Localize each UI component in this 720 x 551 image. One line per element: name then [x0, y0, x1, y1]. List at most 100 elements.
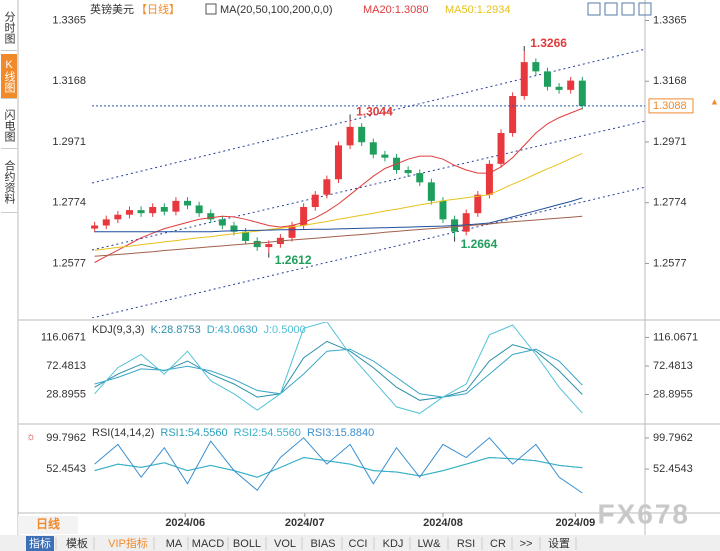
legend-entry: MA20:1.3080	[363, 4, 428, 16]
candle-body	[300, 207, 308, 226]
last-price-tag	[648, 98, 694, 114]
y-tick-label: 52.4543	[46, 463, 86, 475]
plot-area	[94, 437, 583, 494]
candle-body	[369, 142, 377, 155]
candle-body	[311, 194, 319, 208]
indicator-line	[94, 348, 583, 398]
tab[interactable]: LW&	[417, 538, 441, 550]
candle-body	[172, 200, 180, 212]
sidebar-tab[interactable]: 分时图	[1, 4, 17, 51]
candle-body	[543, 71, 551, 87]
candle-body	[404, 170, 412, 174]
y-tick-label: 116.0671	[653, 331, 698, 343]
legend-entry: RSI3:15.8840	[307, 427, 374, 439]
indicator-title: RSI(14,14,2)	[92, 427, 154, 439]
extreme-label: 1.2612	[275, 253, 312, 267]
candle-body	[207, 213, 215, 220]
tab[interactable]: VIP指标	[108, 536, 148, 550]
plot-area	[94, 322, 583, 414]
candle-body	[532, 62, 540, 72]
indicator-line	[94, 437, 583, 494]
y-tick-label: 1.2577	[52, 257, 86, 269]
period-tag[interactable]: 日线	[36, 516, 60, 531]
candle-body	[474, 194, 482, 214]
tab[interactable]: KDJ	[383, 538, 404, 550]
candle-body	[288, 225, 296, 238]
ma-line	[94, 152, 583, 251]
candle-body	[509, 96, 517, 134]
candle-body	[346, 126, 354, 146]
extreme-label: 1.2664	[461, 237, 498, 251]
y-tick-label: 52.4543	[653, 463, 693, 475]
period-label: 【日线】	[136, 2, 180, 16]
y-tick-label: 1.2577	[653, 257, 687, 269]
tab[interactable]: RSI	[457, 538, 475, 550]
legend-entry: MA50:1.2934	[445, 4, 510, 16]
y-tick-label: 116.0671	[41, 331, 86, 343]
rsi-icon[interactable]: ☼	[26, 431, 36, 443]
ma-icon[interactable]	[205, 3, 217, 15]
candle-body	[323, 179, 331, 195]
plot-area	[91, 51, 586, 263]
indicator-title: KDJ(9,3,3)	[92, 324, 145, 336]
extreme-label: 1.3044	[356, 105, 393, 119]
x-tick-label: 2024/06	[165, 517, 205, 529]
candle-body	[439, 200, 447, 220]
candle-body	[381, 154, 389, 158]
y-tick-label: 1.3365	[653, 14, 687, 26]
candle-body	[497, 133, 505, 164]
y-tick-label: 1.2971	[653, 136, 687, 148]
tab[interactable]: CR	[490, 538, 506, 550]
candle-body	[114, 214, 122, 220]
tab[interactable]: CCI	[349, 538, 368, 550]
y-tick-label: 28.8955	[46, 388, 86, 400]
x-tick-label: 2024/07	[285, 517, 325, 529]
tab[interactable]: >>	[520, 538, 533, 550]
watermark: FX678	[598, 498, 691, 529]
candle-body	[125, 210, 133, 215]
tab[interactable]: MA	[166, 538, 183, 550]
tab[interactable]: 设置	[548, 537, 570, 550]
candle-body	[485, 163, 493, 195]
candle-body	[567, 80, 575, 90]
indicator-line	[94, 456, 583, 478]
candle-body	[427, 182, 435, 201]
tab[interactable]: VOL	[274, 538, 296, 550]
candle-body	[265, 244, 273, 248]
sidebar-tab[interactable]: K线图	[1, 54, 17, 99]
toolbar-icons[interactable]	[587, 2, 652, 16]
ma-label: MA(20,50,100,200,0,0)	[220, 4, 333, 16]
legend-entry: K:28.8753	[151, 324, 201, 336]
last-price-label: 1.3088	[653, 100, 687, 112]
tab[interactable]: MACD	[192, 538, 224, 550]
tab[interactable]: BOLL	[233, 538, 261, 550]
sidebar-tab[interactable]: 闪电图	[1, 102, 17, 149]
y-tick-label: 99.7962	[653, 432, 693, 444]
legend-entry: RSI2:54.5560	[234, 427, 301, 439]
indicator-line	[94, 322, 583, 414]
candle-body	[520, 62, 528, 97]
y-tick-label: 1.2774	[653, 197, 687, 209]
tab[interactable]: 模板	[66, 536, 88, 550]
candle-body	[334, 145, 342, 180]
candle-body	[102, 219, 110, 226]
last-price-arrow: ▲	[710, 96, 719, 106]
y-tick-label: 1.3365	[52, 14, 86, 26]
candle-body	[555, 86, 563, 90]
legend-entry: D:43.0630	[207, 324, 258, 336]
tab[interactable]: 指标	[29, 536, 51, 550]
candle-body	[218, 219, 226, 226]
ma-line	[94, 215, 583, 257]
candle-body	[195, 205, 203, 214]
legend-entry: RSI1:54.5560	[160, 427, 227, 439]
y-tick-label: 1.2971	[52, 136, 86, 148]
y-tick-label: 72.4813	[46, 360, 86, 372]
candle-body	[462, 213, 470, 232]
sidebar-tab[interactable]: 合约资料	[1, 152, 17, 213]
y-tick-label: 1.2774	[52, 197, 86, 209]
y-tick-label: 1.3168	[653, 75, 687, 87]
x-tick-label: 2024/09	[555, 517, 595, 529]
tab[interactable]: BIAS	[310, 538, 335, 550]
ma-line	[94, 197, 583, 233]
